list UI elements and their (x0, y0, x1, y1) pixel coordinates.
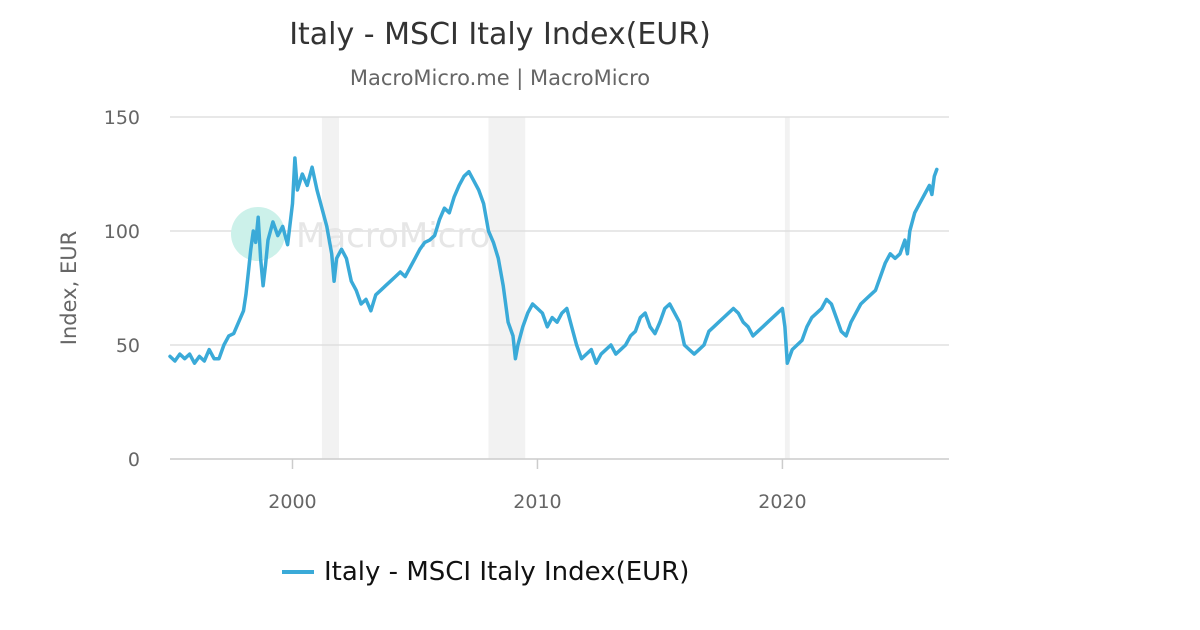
recession-band (488, 117, 526, 459)
recession-band (784, 117, 790, 459)
legend-label: Italy - MSCI Italy Index(EUR) (324, 557, 689, 587)
y-tick-label: 150 (104, 107, 140, 129)
y-axis-ticks: 0 50 100 150 (104, 107, 140, 471)
y-tick-label: 0 (128, 449, 140, 471)
y-tick-label: 100 (104, 221, 140, 243)
series-line (168, 156, 939, 365)
x-tick-label: 2000 (268, 491, 316, 513)
legend[interactable]: Italy - MSCI Italy Index(EUR) (282, 557, 689, 587)
chart-subtitle: MacroMicro.me | MacroMicro (350, 66, 650, 91)
x-axis-ticks: 2000 2010 2020 (268, 459, 807, 513)
series-layer (168, 156, 939, 365)
recession-band (321, 117, 340, 459)
x-tick-label: 2010 (513, 491, 561, 513)
y-axis-label: Index, EUR (57, 231, 81, 345)
x-tick-label: 2020 (758, 491, 806, 513)
recession-bands (321, 117, 790, 459)
grid-lines (170, 116, 949, 346)
chart-title: Italy - MSCI Italy Index(EUR) (289, 17, 711, 52)
y-tick-label: 50 (116, 335, 140, 357)
